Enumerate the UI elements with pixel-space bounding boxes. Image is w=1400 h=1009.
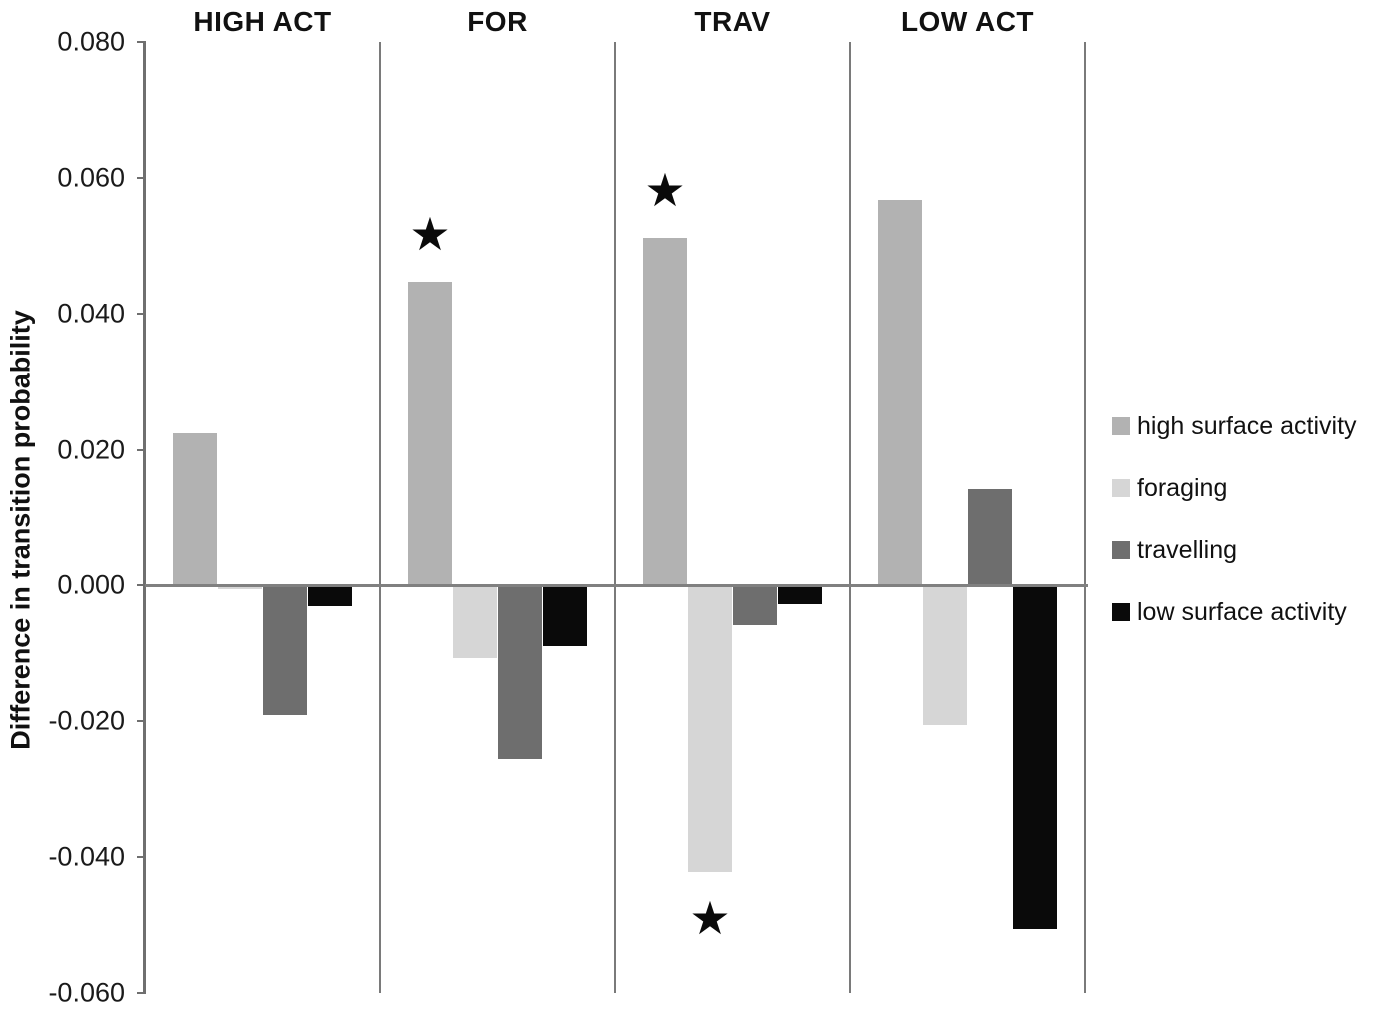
bar-high-act-foraging: [217, 585, 262, 589]
legend-label: foraging: [1137, 473, 1228, 502]
legend-label: low surface activity: [1137, 597, 1347, 626]
legend-label: travelling: [1137, 535, 1238, 564]
y-tick-mark: [137, 992, 146, 994]
panel-divider: [1084, 42, 1086, 993]
legend-item-high-surface-activity: high surface activity: [1112, 408, 1357, 444]
legend-swatch: [1112, 603, 1130, 621]
y-tick-mark: [137, 176, 146, 179]
bar-trav-travelling: [732, 585, 777, 626]
panel-title-trav: TRAV: [694, 6, 771, 37]
panel-title-high-act: HIGH ACT: [193, 6, 332, 37]
y-tick-label: -0.040: [48, 841, 125, 872]
y-tick-mark: [137, 312, 146, 315]
y-tick-label: -0.060: [48, 977, 125, 1008]
bar-for-low-surface-activity: [542, 585, 587, 646]
y-tick-mark: [137, 720, 146, 723]
y-tick-mark: [137, 41, 146, 43]
bar-high-act-travelling: [262, 585, 307, 716]
bar-low-act-low-surface-activity: [1012, 585, 1057, 930]
y-tick-label: 0.000: [57, 569, 125, 600]
legend-label: high surface activity: [1137, 411, 1357, 440]
bar-trav-low-surface-activity: [777, 585, 822, 604]
panel-divider: [614, 42, 616, 993]
significance-star: ★: [409, 206, 451, 261]
bar-low-act-foraging: [922, 585, 967, 726]
y-tick-label: -0.020: [48, 705, 125, 736]
bar-trav-foraging: [687, 585, 732, 873]
panel-divider: [849, 42, 851, 993]
legend: high surface activity foraging travelling l…: [1112, 408, 1357, 656]
bar-high-act-high-surface-activity: [172, 432, 217, 586]
panel-divider: [379, 42, 381, 993]
significance-star: ★: [644, 163, 686, 218]
legend-swatch: [1112, 479, 1130, 497]
y-tick-label: 0.080: [57, 26, 125, 57]
bar-for-foraging: [452, 585, 497, 659]
y-tick-mark: [137, 856, 146, 859]
y-tick-label: 0.060: [57, 162, 125, 193]
bar-low-act-travelling: [967, 488, 1012, 586]
bar-high-act-low-surface-activity: [307, 585, 352, 607]
bar-for-travelling: [497, 585, 542, 760]
panel-title-low-act: LOW ACT: [900, 6, 1035, 37]
significance-star: ★: [689, 891, 731, 946]
zero-line: [145, 584, 1088, 587]
y-tick-mark: [137, 448, 146, 451]
legend-swatch: [1112, 541, 1130, 559]
y-tick-label: 0.020: [57, 434, 125, 465]
bar-low-act-high-surface-activity: [877, 199, 922, 586]
y-axis-title: Difference in transition probability: [5, 310, 36, 750]
bar-trav-high-surface-activity: [642, 238, 687, 586]
bar-for-high-surface-activity: [407, 281, 452, 586]
legend-item-travelling: travelling: [1112, 532, 1357, 568]
legend-item-low-surface-activity: low surface activity: [1112, 594, 1357, 630]
legend-swatch: [1112, 417, 1130, 435]
y-axis-line: [143, 42, 146, 993]
legend-item-foraging: foraging: [1112, 470, 1357, 506]
y-tick-label: 0.040: [57, 298, 125, 329]
y-tick-mark: [137, 584, 146, 587]
panel-title-for: FOR: [467, 6, 528, 37]
